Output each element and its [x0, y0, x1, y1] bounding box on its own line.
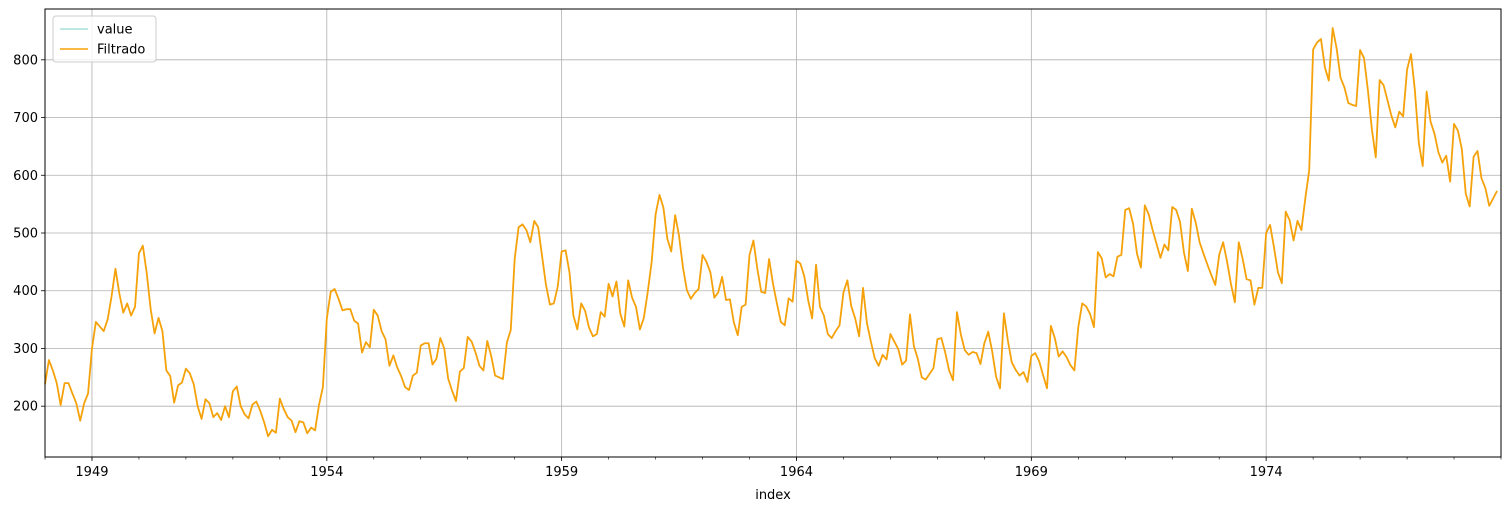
axis-ticks: 200 300 400 500 600 700 800 1949 1954 1959 1964 196… — [13, 53, 1502, 480]
legend: value Filtrado — [52, 15, 157, 63]
legend-box — [52, 15, 157, 63]
legend-label-filtrado: Filtrado — [97, 43, 145, 58]
y-tick-label-400: 400 — [13, 284, 38, 299]
x-tick-label-1959: 1959 — [545, 465, 578, 480]
y-tick-label-800: 800 — [13, 53, 38, 68]
x-tick-label-1949: 1949 — [75, 465, 108, 480]
y-tick-label-300: 300 — [13, 342, 38, 357]
x-axis-label: index — [755, 488, 791, 503]
x-tick-label-1964: 1964 — [780, 465, 813, 480]
x-tick-label-1969: 1969 — [1015, 465, 1048, 480]
legend-label-value: value — [97, 23, 133, 38]
x-tick-label-1954: 1954 — [310, 465, 343, 480]
grid-lines — [45, 9, 1501, 457]
y-tick-label-600: 600 — [13, 169, 38, 184]
series-line-filtrado — [44, 27, 1498, 438]
y-tick-label-200: 200 — [13, 400, 38, 415]
y-tick-label-700: 700 — [13, 111, 38, 126]
x-tick-label-1974: 1974 — [1250, 465, 1283, 480]
y-tick-label-500: 500 — [13, 227, 38, 242]
series-filtrado — [44, 27, 1498, 438]
